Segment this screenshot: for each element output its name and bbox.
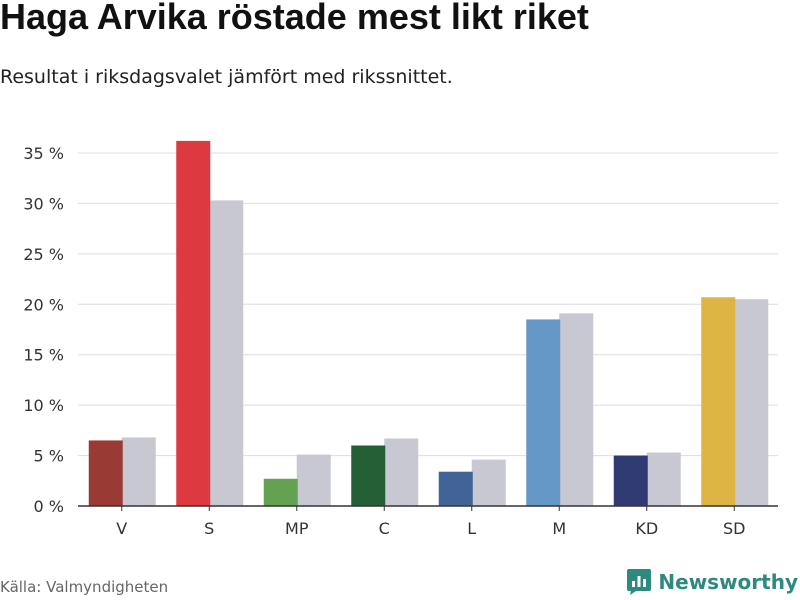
x-category-label: L [467,519,476,538]
y-tick-label: 10 % [23,396,64,415]
chart-subtitle: Resultat i riksdagsvalet jämfört med rik… [0,66,453,88]
x-category-label: C [379,519,390,538]
bar-national-c [384,438,419,506]
bar-chart: 0 % 5 % 10 % 15 % 20 % 25 % 30 % 35 % V S MP C L M KD… [23,140,778,538]
bar-local-m [526,319,561,506]
bar-local-mp [263,478,298,506]
bar-national-sd [734,299,769,506]
bar-local-l [438,471,473,506]
brand-logo: Newsworthy [626,568,798,596]
x-category-label: SD [723,519,745,538]
y-axis-tick-labels: 0 % 5 % 10 % 15 % 20 % 25 % 30 % 35 % [23,144,64,516]
bar-national-s [209,200,244,506]
x-category-label: M [552,519,566,538]
x-category-label: KD [635,519,658,538]
bar-national-v [121,437,156,506]
bar-local-c [351,445,386,506]
bar-national-mp [296,454,331,506]
y-tick-label: 5 % [34,447,64,466]
x-category-label: MP [285,519,309,538]
bar-local-v [88,440,123,506]
y-tick-label: 25 % [23,245,64,264]
brand-name: Newsworthy [658,570,798,594]
bar-local-kd [613,455,648,506]
chart-title: Haga Arvika röstade mest likt riket [0,0,589,37]
x-category-label: V [116,519,127,538]
bars [88,140,769,506]
bar-national-l [471,459,506,506]
newsworthy-logo-icon [627,569,652,595]
y-tick-label: 20 % [23,295,64,314]
bar-local-s [176,140,211,506]
bar-local-sd [701,297,736,506]
y-tick-label: 35 % [23,144,64,163]
x-axis-category-labels: V S MP C L M KD SD [116,506,745,538]
source-note: Källa: Valmyndigheten [0,578,169,596]
y-tick-label: 15 % [23,346,64,365]
y-tick-label: 0 % [34,497,64,516]
bar-national-kd [646,452,681,506]
bar-national-m [559,313,594,506]
y-tick-label: 30 % [23,194,64,213]
x-category-label: S [204,519,214,538]
